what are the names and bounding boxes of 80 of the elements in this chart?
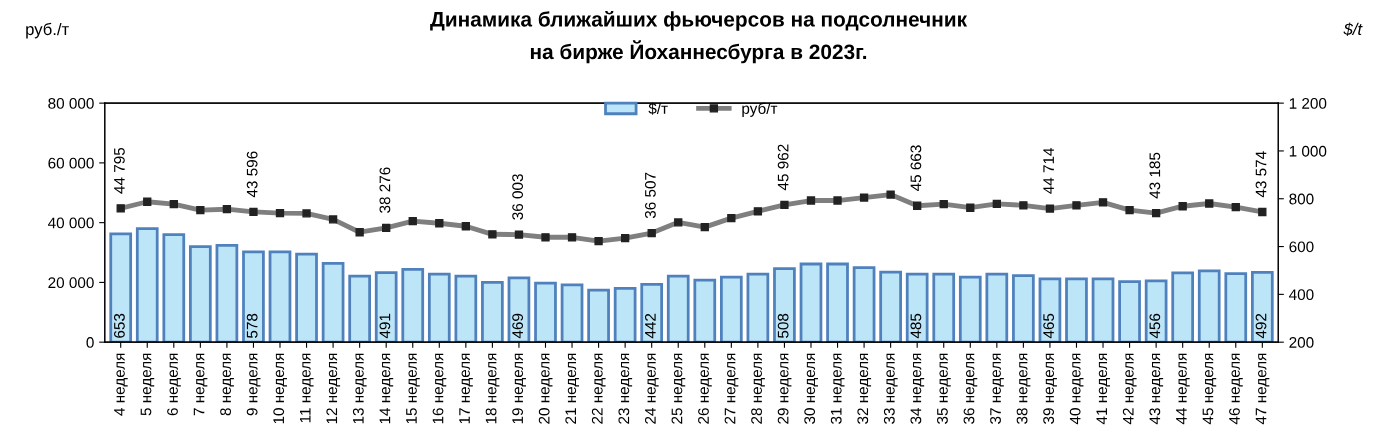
x-tick-label: 32 неделя bbox=[857, 353, 872, 424]
chart-title: Динамика ближайших фьючерсов на подсолнечник на бирже Йоханнесбурга в 2023г. bbox=[430, 10, 968, 64]
x-tick-label: 4 неделя bbox=[114, 353, 128, 416]
x-tick-label: 27 неделя bbox=[724, 353, 739, 424]
y2-tick-label: 800 bbox=[1289, 193, 1314, 205]
x-tick-label: 47 неделя bbox=[1255, 353, 1270, 425]
data-label: 43 574 bbox=[1255, 151, 1267, 198]
x-tick-label: 6 неделя bbox=[167, 353, 181, 416]
y-tick-label: 40 000 bbox=[47, 217, 94, 229]
y-tick-label: 20 000 bbox=[48, 277, 94, 289]
x-tick-label: 16 неделя bbox=[432, 353, 447, 424]
x-tick-label: 23 неделя bbox=[618, 353, 633, 424]
x-tick-label: 5 неделя bbox=[140, 353, 155, 416]
x-tick-label: 24 неделя bbox=[644, 353, 659, 424]
data-label: 578 bbox=[246, 313, 258, 338]
x-tick-label: 20 неделя bbox=[538, 353, 553, 424]
y2-tick-label: 600 bbox=[1289, 241, 1314, 253]
data-label: 36 507 bbox=[644, 172, 656, 219]
x-tick-label: 19 неделя bbox=[512, 353, 526, 424]
x-tick-label: 18 неделя bbox=[485, 353, 500, 424]
x-tick-label: 39 неделя bbox=[1043, 353, 1057, 424]
x-tick-label: 14 неделя bbox=[379, 353, 394, 424]
y-tick-label: 0 bbox=[86, 337, 94, 348]
legend-label: $/т bbox=[648, 102, 668, 115]
y-axis-title: руб./т bbox=[26, 22, 69, 39]
x-tick-label: 31 неделя bbox=[830, 353, 845, 424]
data-label: 469 bbox=[512, 313, 524, 339]
x-tick-label: 45 неделя bbox=[1202, 353, 1217, 425]
data-label: 36 003 bbox=[512, 174, 524, 220]
x-tick-label: 29 неделя bbox=[777, 353, 792, 424]
data-label: 45 663 bbox=[910, 145, 922, 192]
legend-label: руб/т bbox=[742, 102, 778, 117]
y-tick-label: 80 000 bbox=[48, 98, 94, 109]
data-label: 653 bbox=[113, 313, 125, 338]
data-label: 38 276 bbox=[379, 167, 391, 213]
data-label: 45 962 bbox=[777, 144, 789, 191]
x-tick-label: 25 неделя bbox=[671, 353, 686, 424]
data-label: 456 bbox=[1149, 313, 1161, 339]
x-tick-label: 12 неделя bbox=[326, 353, 341, 424]
data-label: 44 714 bbox=[1043, 147, 1054, 194]
y2-axis-title: $/t bbox=[1343, 22, 1363, 37]
data-label: 43 185 bbox=[1149, 152, 1161, 199]
data-label: 44 795 bbox=[113, 147, 125, 194]
data-label: 485 bbox=[910, 313, 922, 339]
y2-tick-label: 1 000 bbox=[1289, 145, 1327, 157]
x-tick-label: 46 неделя bbox=[1229, 353, 1243, 425]
x-tick-label: 10 неделя bbox=[273, 353, 287, 424]
x-tick-label: 41 неделя bbox=[1096, 353, 1111, 425]
x-tick-label: 8 неделя bbox=[220, 353, 234, 416]
x-tick-label: 9 неделя bbox=[246, 353, 261, 416]
data-label: 492 bbox=[1255, 313, 1267, 339]
x-tick-label: 28 неделя bbox=[751, 353, 765, 424]
data-label: 442 bbox=[644, 313, 656, 339]
x-tick-label: 7 неделя bbox=[193, 353, 208, 416]
x-tick-label: 22 неделя bbox=[591, 353, 606, 424]
x-tick-label: 11 неделя bbox=[299, 353, 314, 423]
x-tick-label: 13 неделя bbox=[352, 353, 367, 424]
y2-tick-label: 1 200 bbox=[1289, 98, 1327, 109]
x-tick-label: 38 неделя bbox=[1016, 353, 1031, 424]
y-tick-label: 60 000 bbox=[48, 157, 94, 169]
data-label: 508 bbox=[777, 313, 789, 338]
x-tick-label: 40 неделя bbox=[1069, 353, 1084, 425]
y2-tick-label: 400 bbox=[1289, 289, 1314, 301]
x-tick-label: 21 неделя bbox=[565, 353, 580, 424]
x-tick-label: 30 неделя bbox=[804, 353, 818, 424]
x-tick-label: 42 неделя bbox=[1122, 353, 1137, 425]
data-label: 491 bbox=[379, 313, 391, 339]
x-tick-label: 33 неделя bbox=[883, 353, 898, 424]
x-tick-label: 43 неделя bbox=[1149, 353, 1164, 425]
x-tick-label: 17 неделя bbox=[459, 353, 473, 424]
y2-tick-label: 200 bbox=[1289, 337, 1314, 348]
x-tick-label: 36 неделя bbox=[963, 353, 978, 424]
x-tick-label: 26 неделя bbox=[698, 353, 712, 424]
data-label: 43 596 bbox=[246, 151, 258, 198]
x-tick-label: 34 неделя bbox=[910, 353, 925, 424]
x-tick-label: 35 неделя bbox=[937, 353, 951, 424]
data-label: 465 bbox=[1043, 313, 1055, 339]
x-tick-label: 44 неделя bbox=[1176, 353, 1190, 425]
x-tick-label: 37 неделя bbox=[990, 353, 1004, 424]
x-tick-label: 15 неделя bbox=[406, 353, 420, 424]
